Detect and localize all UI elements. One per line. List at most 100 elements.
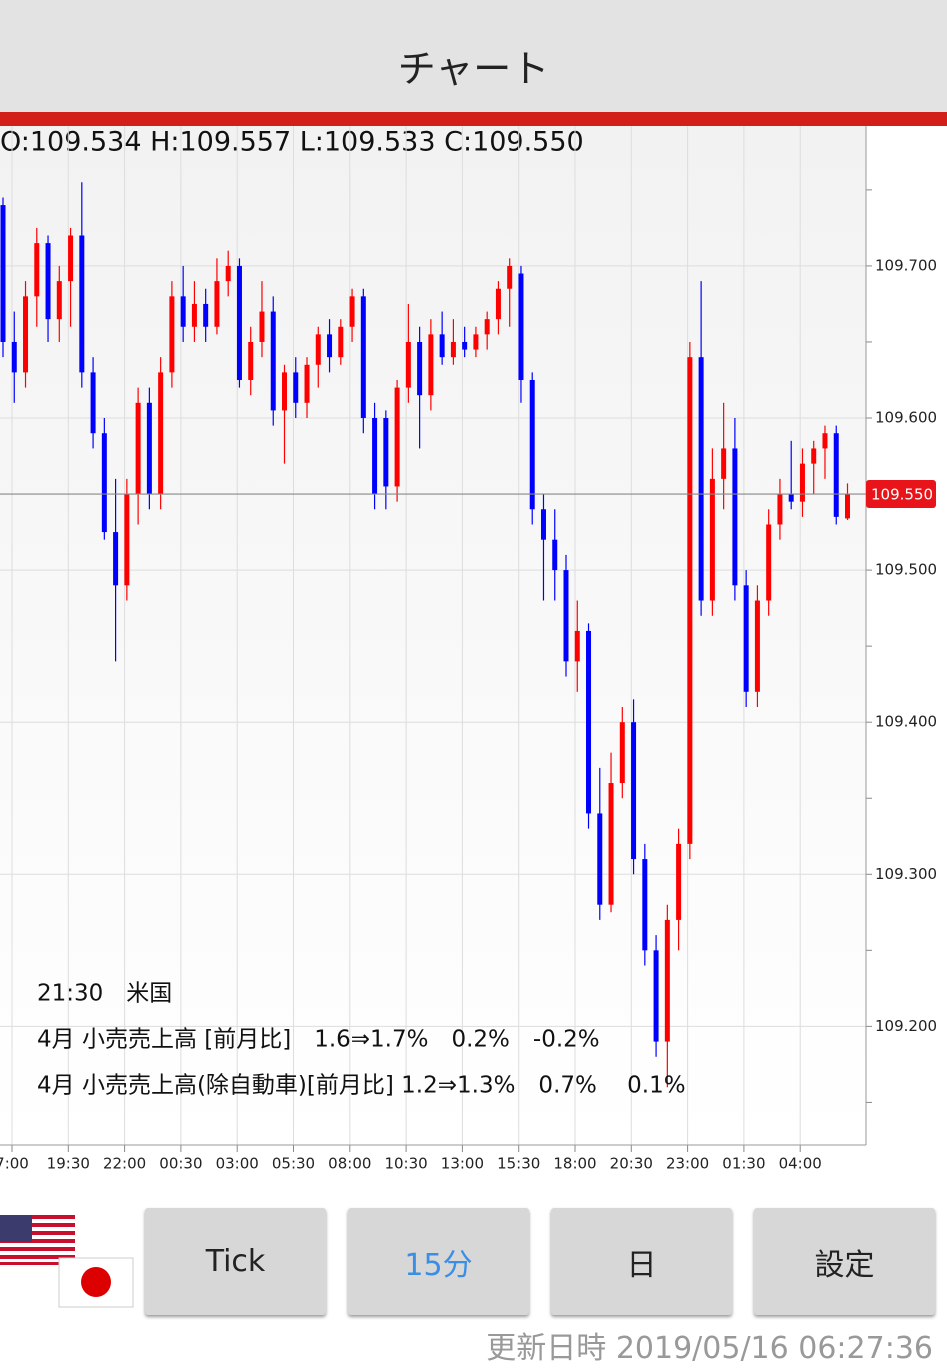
current-price-label: 109.550 (871, 486, 933, 504)
candle-body (214, 281, 220, 327)
candle-body (293, 372, 299, 403)
candle-body (45, 243, 51, 320)
candle-body (698, 357, 704, 601)
title: チャート (397, 47, 550, 91)
x-tick-label: 7:00 (0, 1155, 29, 1173)
event-line: 4月 小売売上高 [前月比] 1.6⇒1.7% 0.2% -0.2% (37, 1027, 600, 1053)
candle-body (822, 433, 828, 449)
current-price-badge (866, 480, 936, 509)
x-tick-label: 18:00 (553, 1155, 596, 1173)
settings-button[interactable]: 設定 (754, 1208, 935, 1315)
x-tick-label: 04:00 (779, 1155, 822, 1173)
candle-body (462, 341, 468, 350)
plot-bg (0, 126, 866, 1145)
candle-body (113, 532, 119, 586)
candle-body (845, 494, 850, 519)
candle-body (158, 372, 164, 495)
y-tick-label: 109.300 (875, 865, 937, 883)
x-tick-label: 05:30 (272, 1155, 315, 1173)
candle-body (799, 463, 805, 502)
candle-body (473, 334, 479, 350)
candle-body (597, 813, 603, 905)
y-tick-label: 109.400 (875, 713, 937, 731)
candle-body (135, 402, 141, 495)
update-time: 更新日時 2019/05/16 06:27:36 (486, 1331, 933, 1366)
candle-body (788, 494, 794, 502)
day-button[interactable]: 日 (551, 1208, 732, 1315)
y-tick-label: 109.200 (875, 1017, 937, 1035)
candle-body (450, 341, 456, 358)
candle-body (743, 585, 749, 692)
candle-body (90, 372, 96, 434)
x-tick-label: 23:00 (666, 1155, 709, 1173)
candle-body (619, 722, 625, 784)
event-time: 21:30 米国 (37, 981, 172, 1007)
candle-body (540, 509, 546, 540)
flags (0, 1215, 134, 1308)
candle-body (124, 494, 130, 586)
candle-body (34, 243, 40, 297)
candle-body (315, 334, 321, 365)
candle-body (574, 630, 580, 662)
candle-body (608, 783, 614, 905)
header: チャート (0, 0, 947, 112)
candle-body (79, 235, 85, 373)
candle-body (304, 364, 310, 403)
y-tick-label: 109.700 (875, 256, 937, 274)
candle-body (360, 296, 366, 419)
15min-button[interactable]: 15分 (348, 1208, 529, 1315)
candle-body (766, 524, 772, 601)
accent-bar (0, 112, 947, 126)
us-flag (0, 1215, 75, 1265)
candle-body (11, 341, 17, 373)
candle-body (709, 478, 715, 601)
candle-body (372, 418, 378, 495)
y-tick-label: 109.600 (875, 409, 937, 427)
candle-body (676, 843, 682, 920)
candle-body (721, 448, 727, 479)
candle-body (203, 303, 209, 327)
candle-body (631, 722, 637, 860)
candle-body (687, 357, 693, 844)
candle-body (0, 205, 6, 342)
x-tick-label: 13:00 (441, 1155, 484, 1173)
candle-body (811, 448, 817, 464)
x-tick-label: 20:30 (610, 1155, 653, 1173)
x-tick-label: 08:00 (328, 1155, 371, 1173)
candle-body (236, 265, 242, 380)
candle-body (101, 433, 107, 533)
candle-body (653, 950, 659, 1042)
candle-body (394, 387, 400, 487)
candle-body (338, 326, 344, 358)
candle-body (518, 273, 524, 380)
candle-body (146, 402, 152, 495)
candle-body (563, 570, 569, 662)
candle-body (383, 418, 389, 487)
candle-body (417, 341, 423, 396)
candle-body (833, 433, 839, 517)
candle-body (664, 919, 670, 1042)
candle-body (777, 494, 783, 525)
tick-button[interactable]: Tick (145, 1208, 326, 1315)
candle-body (349, 296, 355, 327)
candle-body (259, 311, 265, 342)
candle-body (428, 334, 434, 396)
candle-body (495, 288, 501, 320)
candle-body (586, 630, 592, 814)
candle-body (191, 303, 197, 327)
candle-body (405, 341, 411, 388)
x-tick-label: 10:30 (384, 1155, 427, 1173)
candle-body (327, 334, 333, 358)
candle-body (23, 296, 29, 373)
x-tick-label: 01:30 (722, 1155, 765, 1173)
x-tick-label: 03:00 (216, 1155, 259, 1173)
candle-body (642, 859, 648, 951)
y-tick-label: 109.500 (875, 561, 937, 579)
candle-body (507, 265, 513, 289)
candle-body (732, 448, 738, 586)
candle-body (270, 311, 276, 411)
x-tick-label: 00:30 (159, 1155, 202, 1173)
candle-body (56, 281, 62, 320)
x-tick-label: 15:30 (497, 1155, 540, 1173)
